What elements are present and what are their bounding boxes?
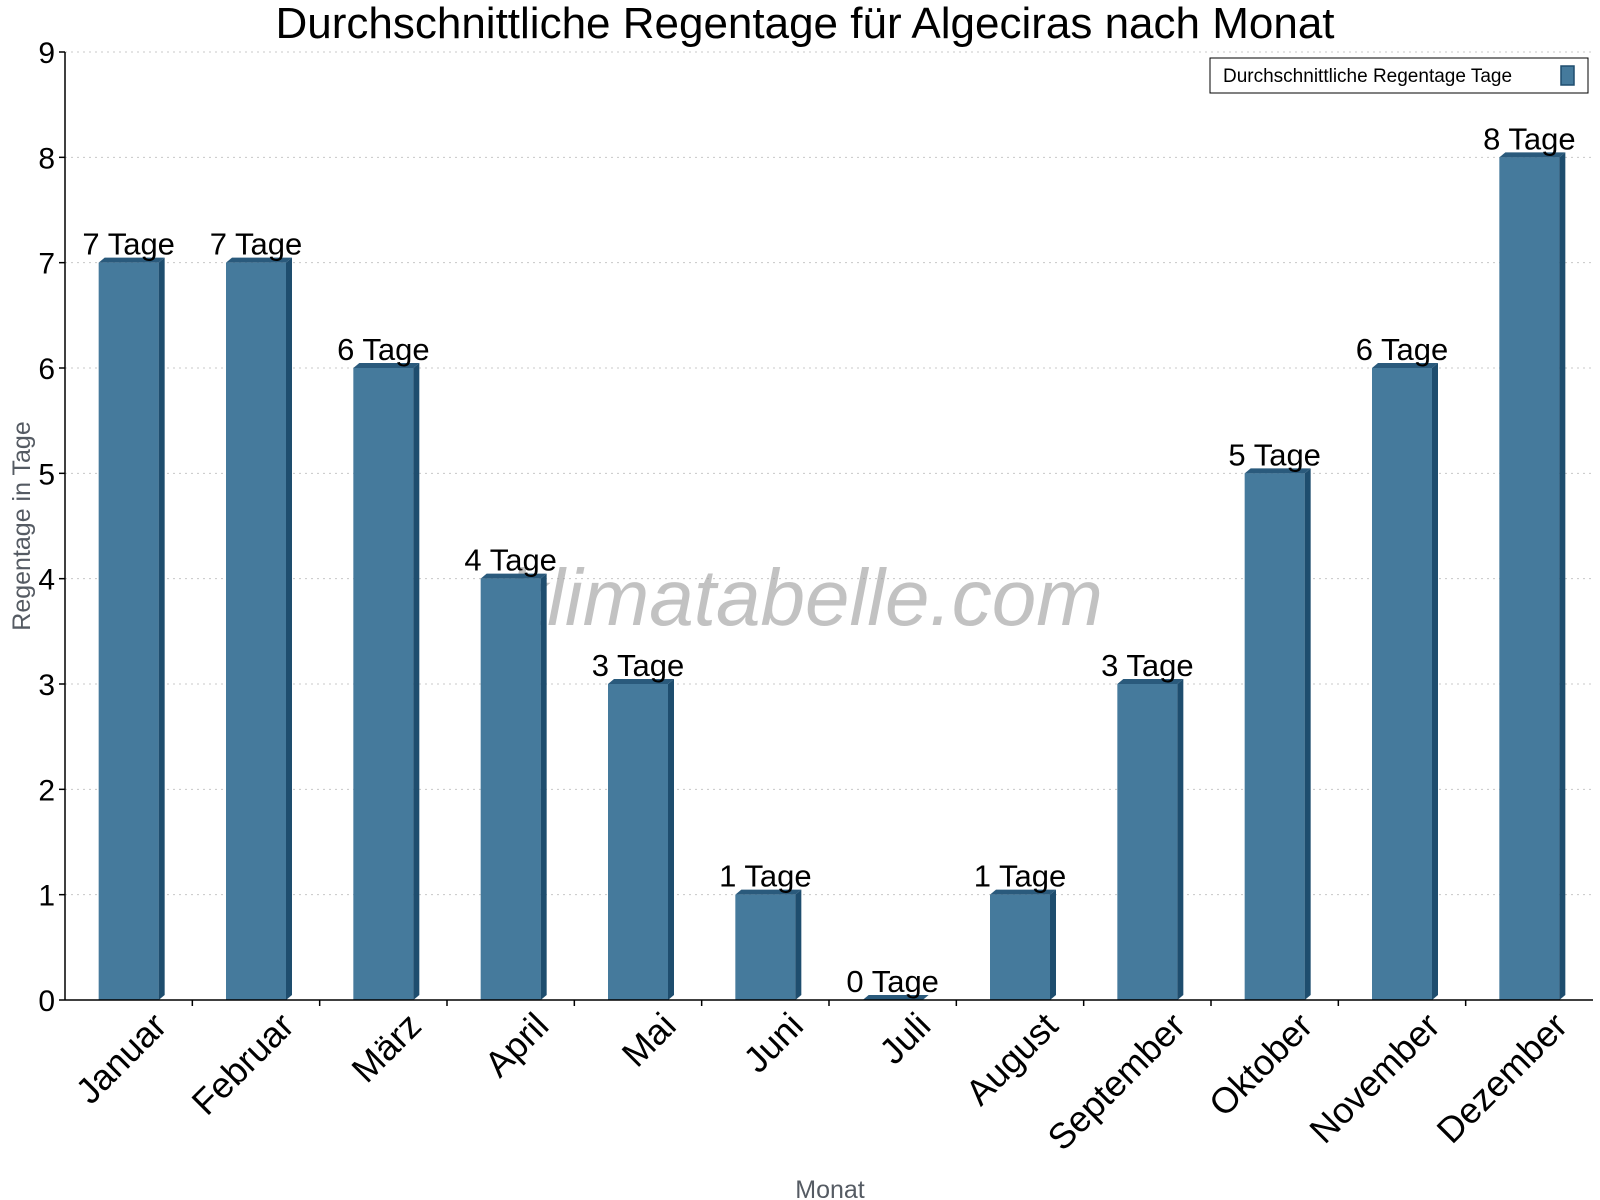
bar [608, 679, 674, 1000]
bar [862, 995, 929, 1000]
bar-face [1117, 684, 1178, 1000]
y-tick-label: 1 [38, 880, 55, 913]
x-tick-label: Februar [184, 1005, 302, 1123]
bar-face [1244, 473, 1305, 1000]
y-axis-ticks: 0 1 2 3 4 5 6 7 8 9 [38, 37, 65, 1018]
data-label: 7 Tage [210, 227, 303, 262]
bar-face [1499, 157, 1560, 1001]
data-labels: 7 Tage 7 Tage 6 Tage 4 Tage 3 Tage 1 Tage 0 Ta… [82, 121, 1575, 999]
data-label: 1 Tage [974, 859, 1067, 894]
x-tick-label: Mai [614, 1005, 684, 1075]
bar-side [413, 363, 420, 1000]
bar-top [862, 995, 929, 1000]
y-tick-label: 9 [38, 37, 55, 70]
bar-face [735, 894, 796, 1000]
bar-face [98, 262, 159, 1001]
bar [1372, 363, 1438, 1000]
bar-top [1244, 468, 1311, 474]
axes [64, 52, 1593, 1001]
y-tick-label: 8 [38, 142, 55, 175]
x-tick-label: Dezember [1429, 1005, 1575, 1151]
y-tick-label: 2 [38, 774, 55, 807]
y-axis-title: Regentage in Tage [8, 421, 36, 630]
x-tick-label: Juni [735, 1005, 811, 1081]
bar-side [795, 889, 802, 1000]
data-label: 8 Tage [1483, 121, 1576, 156]
bar-side [1432, 363, 1438, 1000]
gridlines [65, 51, 1593, 896]
bar-top [98, 257, 165, 263]
data-label: 4 Tage [464, 543, 557, 578]
data-label: 6 Tage [337, 332, 430, 367]
bar-side [1050, 889, 1056, 1000]
legend-box [1209, 57, 1589, 94]
data-label: 6 Tage [1356, 332, 1449, 367]
bar [98, 257, 165, 1001]
legend: Durchschnittliche Regentage Tage [1209, 57, 1589, 94]
bar-side [668, 679, 674, 1000]
bar [1117, 679, 1184, 1000]
bars [98, 152, 1566, 1001]
chart-title: Durchschnittliche Regentage für Algecira… [275, 0, 1334, 48]
bar-face [990, 894, 1050, 1000]
data-label: 0 Tage [846, 964, 939, 999]
bar-top [1372, 363, 1438, 368]
x-tick-label: September [1039, 1005, 1193, 1159]
y-tick-label: 4 [38, 564, 55, 597]
bar [735, 889, 802, 1000]
y-tick-label: 3 [38, 669, 55, 702]
bar-top [735, 889, 802, 895]
x-tick-label: Oktober [1201, 1005, 1321, 1125]
watermark-text: klimatabelle.com [507, 553, 1103, 642]
x-tick-label: Januar [67, 1005, 174, 1112]
x-tick-label: Juli [871, 1005, 938, 1072]
y-tick-label: 5 [38, 458, 55, 491]
bar-top [353, 363, 420, 368]
bar-top [226, 257, 292, 263]
bar-face [608, 684, 668, 1000]
x-tick-label: November [1301, 1005, 1447, 1151]
bar-side [1304, 468, 1311, 1000]
y-tick-label: 0 [38, 985, 55, 1018]
bar [1499, 152, 1566, 1001]
bar-side [540, 573, 547, 1000]
bar-face [353, 368, 414, 1000]
bar-side [158, 257, 165, 1001]
data-label: 7 Tage [82, 227, 175, 262]
data-label: 3 Tage [1101, 648, 1194, 683]
data-label: 1 Tage [719, 859, 812, 894]
y-tick-label: 7 [38, 248, 55, 281]
y-tick-label: 6 [38, 353, 55, 386]
bar [990, 889, 1056, 1000]
bar [226, 257, 292, 1001]
bar-side [286, 257, 292, 1001]
x-tick-label: August [957, 1005, 1065, 1113]
bar-top [1499, 152, 1566, 158]
bar [1244, 468, 1311, 1000]
bar-face [1372, 368, 1432, 1000]
data-label: 5 Tage [1228, 437, 1321, 472]
bar-top [990, 889, 1056, 895]
x-tick-label: März [343, 1005, 429, 1091]
bar-face [226, 262, 286, 1001]
x-axis-ticks: Januar Februar März April Mai Juni Juli AugustS… [67, 1000, 1575, 1158]
bar-top [1117, 679, 1184, 684]
bar-top [608, 679, 674, 684]
bar [353, 363, 420, 1000]
data-label: 3 Tage [592, 648, 685, 683]
bar-side [1177, 679, 1184, 1000]
x-tick-label: April [476, 1005, 556, 1085]
bar-top [480, 573, 547, 579]
legend-label: Durchschnittliche Regentage Tage [1223, 66, 1512, 87]
bar-side [1559, 152, 1566, 1001]
bar [480, 573, 547, 1000]
legend-swatch [1560, 65, 1575, 86]
bar-face [480, 578, 541, 1000]
x-axis-title: Monat [795, 1176, 865, 1200]
